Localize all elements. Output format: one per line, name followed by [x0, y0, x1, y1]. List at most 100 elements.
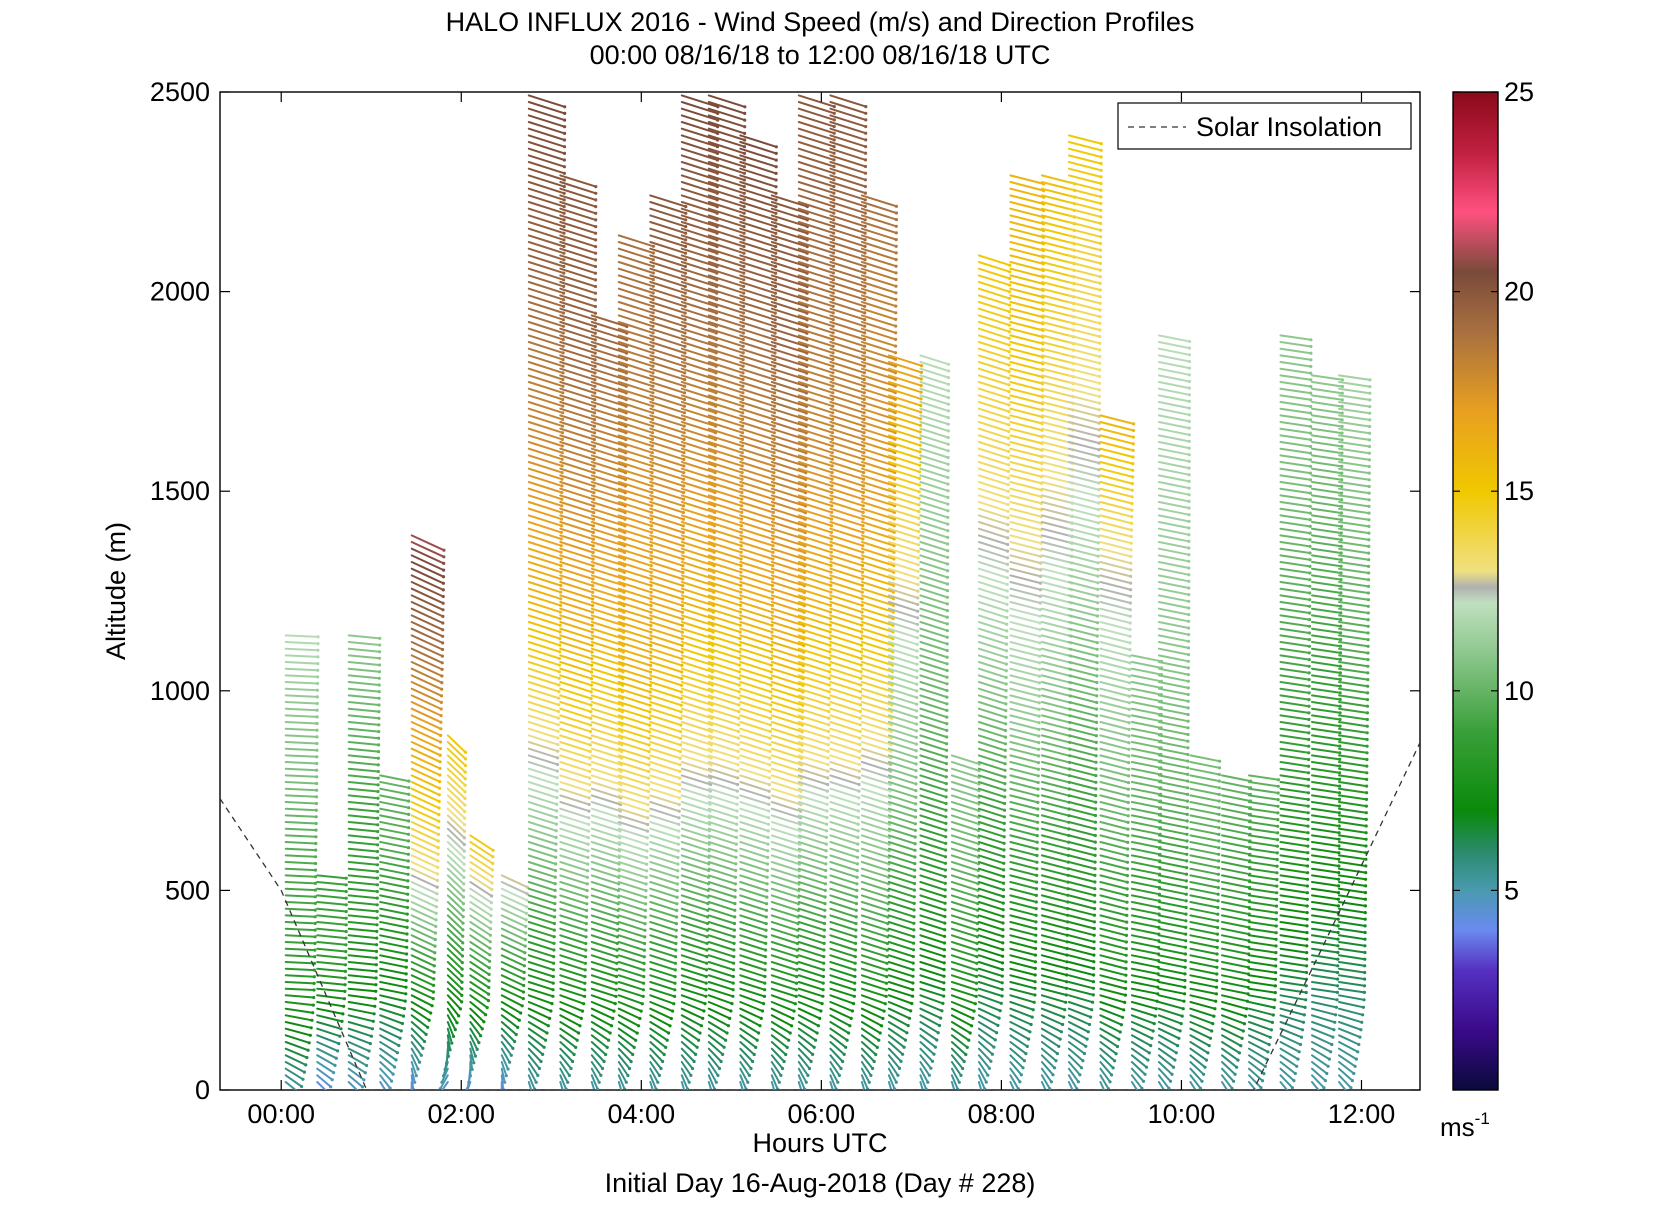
wind-barb-head	[435, 878, 439, 883]
wind-barb-head	[741, 377, 745, 382]
wind-barb-head	[418, 1060, 422, 1064]
wind-barb-head	[731, 994, 735, 998]
wind-barb-head	[737, 683, 741, 687]
wind-barb-head	[683, 278, 687, 282]
wind-barb-head	[1001, 948, 1005, 952]
wind-barb	[316, 974, 347, 980]
wind-barb-head	[376, 769, 380, 774]
wind-barb-head	[769, 683, 773, 687]
wind-barb	[527, 234, 565, 248]
wind-barb-head	[651, 404, 655, 408]
wind-barb-head	[485, 1006, 489, 1010]
wind-barb	[707, 627, 742, 640]
wind-barb-head	[590, 657, 594, 661]
wind-barb-head	[774, 198, 778, 202]
wind-barb	[527, 934, 555, 945]
wind-barb-head	[487, 979, 491, 983]
wind-barb	[446, 967, 463, 984]
wind-barb-head	[651, 384, 655, 388]
wind-barb	[500, 874, 529, 889]
wind-barb	[590, 754, 623, 766]
wind-barb	[527, 974, 555, 985]
wind-barb	[707, 114, 746, 128]
wind-barb	[446, 947, 464, 964]
wind-barb	[347, 1047, 369, 1060]
wind-barb-head	[945, 622, 949, 626]
wind-barb	[284, 727, 318, 732]
wind-barb-head	[943, 868, 948, 872]
wind-barb	[617, 1067, 628, 1084]
wind-barb	[527, 261, 565, 275]
wind-barb-head	[592, 451, 596, 455]
wind-barb	[649, 1054, 662, 1070]
wind-barb	[707, 554, 743, 567]
wind-barb-head	[645, 862, 649, 866]
wind-barb-head	[738, 630, 742, 634]
wind-barb-head	[770, 637, 774, 641]
wind-barb-head	[772, 497, 776, 501]
wind-barb-head	[314, 795, 319, 799]
wind-barb-head	[862, 384, 866, 388]
wind-barb	[590, 481, 627, 494]
wind-barb-head	[312, 981, 316, 986]
wind-barb	[617, 561, 653, 574]
wind-barb	[559, 467, 596, 481]
wind-barb	[617, 1047, 633, 1063]
wind-barb	[707, 741, 740, 753]
wind-barb	[559, 601, 594, 614]
wind-barb	[649, 701, 683, 713]
wind-barb	[617, 487, 653, 501]
wind-barb-head	[829, 550, 833, 554]
wind-barb	[590, 501, 627, 514]
wind-barb-head	[821, 968, 826, 972]
wind-barb-head	[732, 928, 737, 932]
wind-barb-head	[315, 761, 319, 766]
wind-barb-head	[521, 997, 525, 1001]
wind-barb-head	[680, 663, 684, 668]
wind-barb	[410, 547, 445, 565]
wind-barb	[316, 1054, 336, 1067]
wind-barb-head	[857, 789, 861, 793]
wind-barb	[446, 887, 465, 905]
wind-barb	[527, 127, 566, 141]
wind-barb	[617, 414, 654, 428]
wind-barb-head	[768, 763, 772, 767]
wind-barb	[469, 907, 492, 924]
wind-barb	[680, 994, 706, 1005]
wind-barb-head	[488, 953, 492, 957]
wind-barb	[316, 1081, 327, 1090]
wind-barb-head	[942, 948, 947, 952]
wind-barb	[617, 521, 653, 534]
wind-barb-head	[462, 875, 466, 880]
wind-barb	[617, 634, 652, 647]
wind-barb-head	[614, 974, 619, 979]
wind-barb	[707, 721, 740, 733]
wind-barb	[680, 141, 719, 155]
wind-barb-head	[593, 298, 598, 302]
wind-barb-head	[376, 809, 380, 814]
wind-barb-head	[374, 969, 378, 973]
wind-barb	[590, 974, 618, 985]
wind-barb	[590, 774, 622, 786]
wind-barb	[649, 1067, 659, 1084]
wind-barb-head	[729, 1009, 733, 1013]
wind-barb-head	[742, 264, 746, 269]
wind-barb-head	[649, 643, 653, 648]
wind-barb-head	[673, 961, 678, 965]
wind-barb-head	[523, 957, 527, 961]
wind-barb-head	[503, 1080, 507, 1084]
wind-barb-head	[680, 617, 685, 621]
wind-barb	[649, 194, 687, 208]
wind-barb	[446, 834, 466, 853]
wind-barb	[707, 1061, 719, 1077]
wind-barb	[446, 854, 465, 872]
wind-barb	[649, 981, 676, 991]
wind-barb-head	[410, 1094, 413, 1097]
wind-barb-head	[438, 740, 443, 744]
wind-barb	[707, 774, 739, 786]
wind-barb-head	[945, 589, 950, 593]
wind-barb-head	[524, 911, 529, 916]
wind-barb-head	[399, 1029, 403, 1033]
wind-barb	[739, 727, 772, 740]
wind-barb	[649, 1027, 669, 1042]
